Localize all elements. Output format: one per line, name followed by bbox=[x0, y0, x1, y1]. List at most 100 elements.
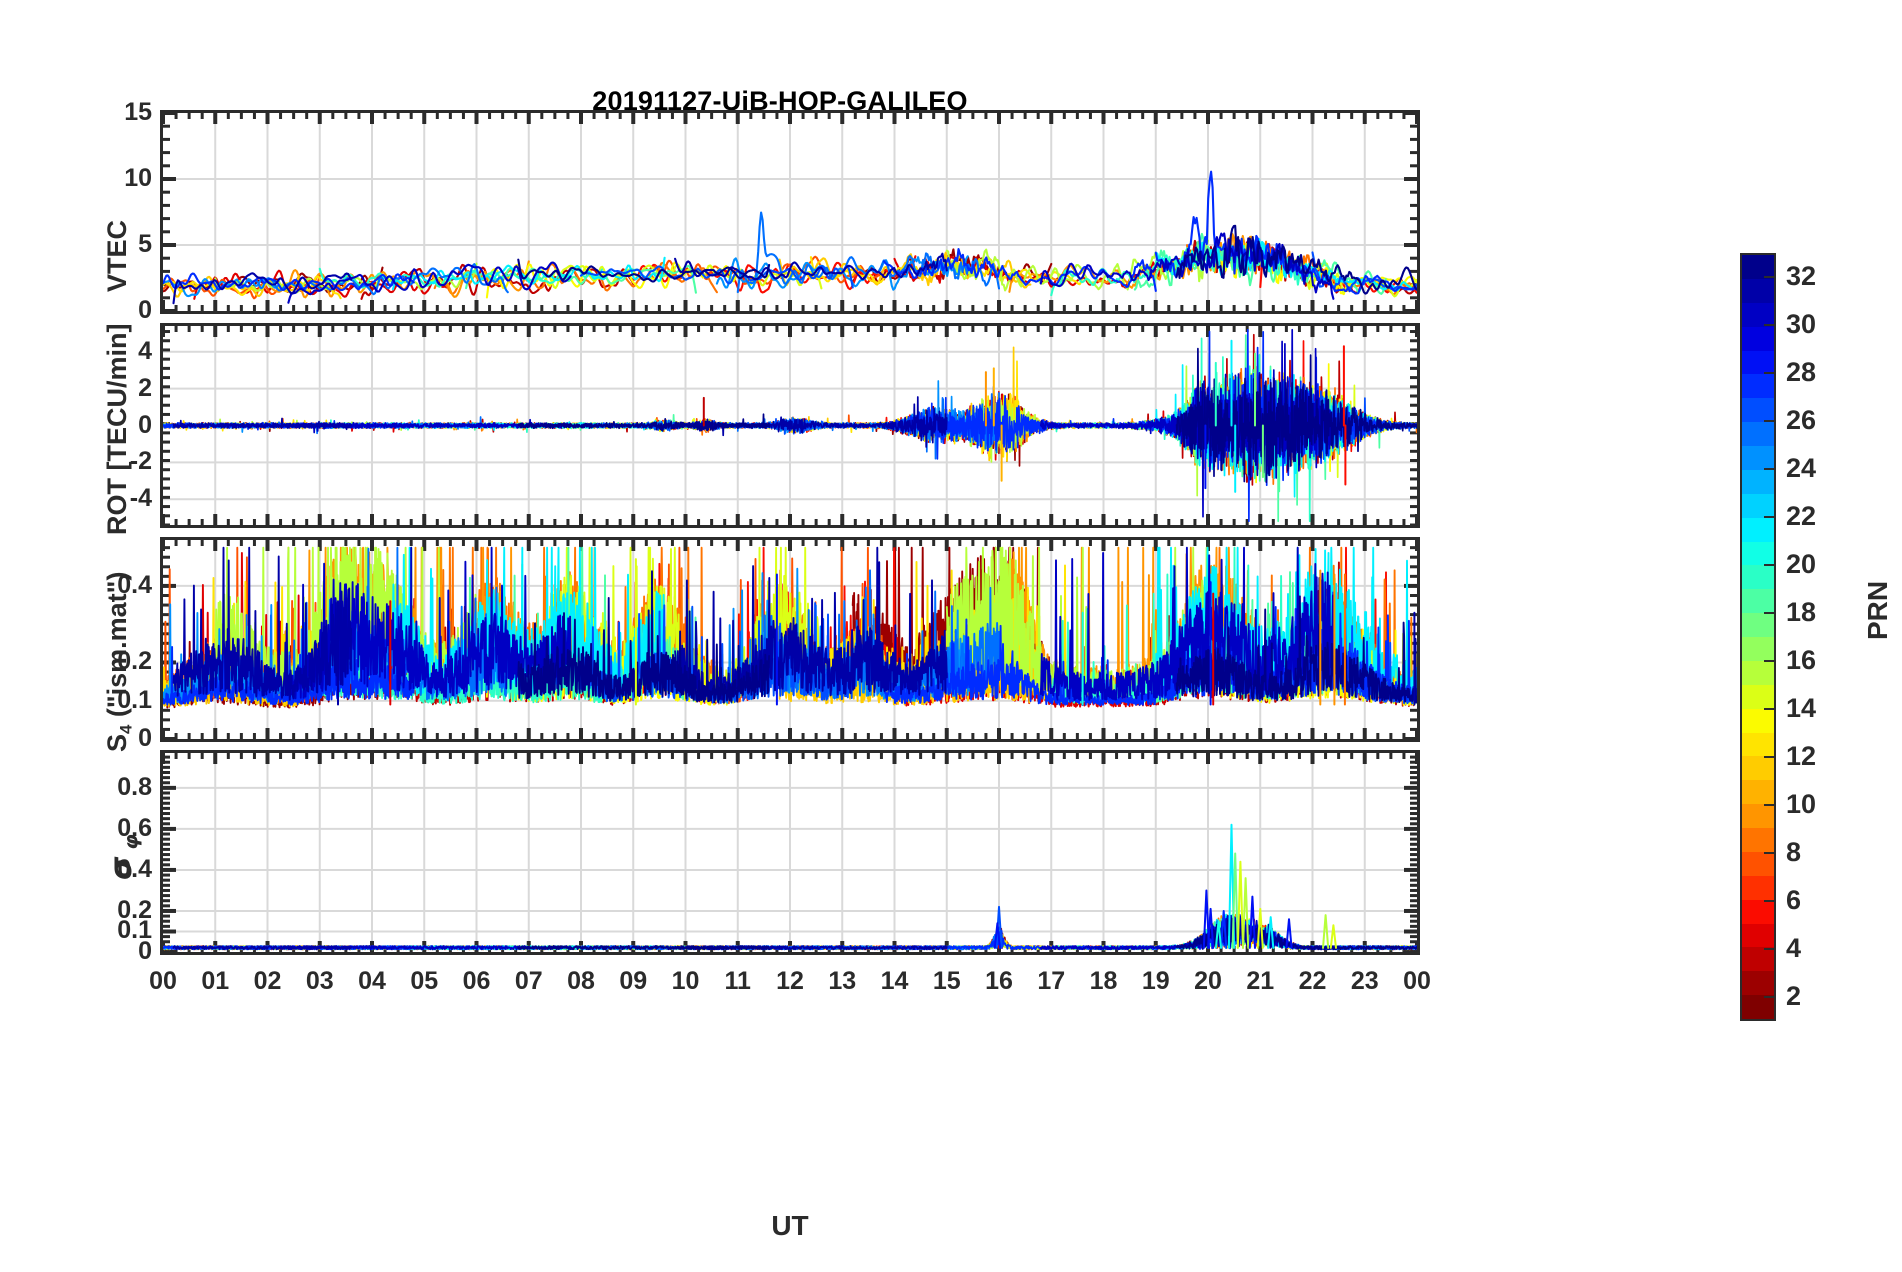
panel-sigma-phi bbox=[160, 750, 1420, 955]
colorbar-segment bbox=[1742, 756, 1774, 781]
y-tick-label: 0 bbox=[138, 410, 152, 439]
y-tick-label: -2 bbox=[129, 447, 152, 476]
colorbar-tick-label: 10 bbox=[1786, 789, 1817, 819]
colorbar-tick-label: 2 bbox=[1786, 981, 1802, 1011]
y-tick-label: 5 bbox=[138, 230, 152, 258]
y-tick-label: 0.4 bbox=[117, 854, 152, 883]
x-tick-label: 00 bbox=[149, 967, 177, 995]
colorbar-segment bbox=[1742, 589, 1774, 614]
x-tick-label: 00 bbox=[1403, 967, 1431, 995]
colorbar-segment bbox=[1742, 780, 1774, 805]
colorbar-tick-label: 30 bbox=[1786, 309, 1817, 339]
x-tick-label: 22 bbox=[1298, 967, 1327, 995]
colorbar-tick bbox=[1764, 612, 1776, 614]
x-tick-label: 12 bbox=[776, 967, 804, 995]
x-tick-label: 19 bbox=[1141, 967, 1170, 995]
colorbar-segment bbox=[1742, 732, 1774, 757]
colorbar-tick bbox=[1764, 804, 1776, 806]
colorbar-segment bbox=[1742, 923, 1774, 948]
colorbar-tick bbox=[1764, 324, 1776, 326]
y-tick-label: 0 bbox=[138, 296, 152, 324]
x-tick-label: 10 bbox=[671, 967, 700, 995]
colorbar-tick bbox=[1764, 372, 1776, 374]
panel-sigma-phi-plot bbox=[163, 753, 1417, 952]
colorbar-tick bbox=[1764, 516, 1776, 518]
colorbar-tick bbox=[1764, 852, 1776, 854]
panel-vtec bbox=[160, 110, 1420, 314]
y-tick-label: -4 bbox=[129, 484, 152, 513]
axis-label-ut: UT bbox=[771, 1210, 809, 1241]
colorbar-segment bbox=[1742, 851, 1774, 876]
colorbar-tick-label: 32 bbox=[1786, 261, 1817, 291]
x-tick-label: 17 bbox=[1037, 967, 1066, 995]
colorbar-segment bbox=[1742, 565, 1774, 590]
colorbar-segment bbox=[1742, 422, 1774, 446]
x-tick-label: 18 bbox=[1089, 967, 1118, 995]
colorbar-tick bbox=[1764, 900, 1776, 902]
colorbar-tick bbox=[1764, 276, 1776, 278]
colorbar-tick-label: 22 bbox=[1786, 501, 1817, 531]
y-tick-label: 0 bbox=[138, 937, 152, 965]
x-tick-label: 11 bbox=[724, 967, 751, 995]
colorbar-tick-label: 16 bbox=[1786, 645, 1817, 675]
colorbar-tick-label: 28 bbox=[1786, 357, 1817, 387]
colorbar-segment bbox=[1742, 708, 1774, 733]
y-tick-label: 0.1 bbox=[117, 916, 152, 945]
x-tick-label: 07 bbox=[514, 967, 543, 995]
colorbar-segment bbox=[1742, 469, 1774, 494]
x-tick-label: 23 bbox=[1350, 967, 1379, 995]
colorbar-segment bbox=[1742, 255, 1774, 279]
colorbar-segment bbox=[1742, 493, 1774, 518]
colorbar-tick-label: 8 bbox=[1786, 837, 1802, 867]
colorbar-segment bbox=[1742, 637, 1774, 661]
x-tick-label: 02 bbox=[253, 967, 282, 995]
panel-rot-plot bbox=[163, 326, 1417, 525]
colorbar-tick bbox=[1764, 708, 1776, 710]
colorbar-tick-label: 12 bbox=[1786, 741, 1817, 771]
colorbar-segment bbox=[1742, 374, 1774, 399]
y-tick-label: 0 bbox=[138, 724, 152, 752]
panel-rot bbox=[160, 323, 1420, 528]
colorbar-segment bbox=[1742, 684, 1774, 709]
colorbar-tick bbox=[1764, 420, 1776, 422]
y-tick-label: 0.4 bbox=[117, 570, 152, 599]
y-tick-label: 0.1 bbox=[117, 685, 152, 714]
colorbar-segment bbox=[1742, 302, 1774, 327]
panel-s4-plot bbox=[163, 540, 1417, 739]
x-tick-label: 14 bbox=[880, 967, 909, 995]
colorbar-segment bbox=[1742, 804, 1774, 828]
y-tick-label: 0.6 bbox=[117, 813, 152, 842]
colorbar-segment bbox=[1742, 660, 1774, 685]
colorbar-segment bbox=[1742, 326, 1774, 351]
colorbar-tick-label: 20 bbox=[1786, 549, 1817, 579]
y-tick-label: 0.2 bbox=[117, 895, 152, 924]
colorbar-segment bbox=[1742, 899, 1774, 924]
x-tick-label: 13 bbox=[828, 967, 857, 995]
colorbar-tick-label: 18 bbox=[1786, 597, 1817, 627]
colorbar-segment bbox=[1742, 875, 1774, 900]
x-tick-label: 09 bbox=[619, 967, 648, 995]
colorbar-tick bbox=[1764, 468, 1776, 470]
x-tick-label: 21 bbox=[1246, 967, 1275, 995]
colorbar-tick bbox=[1764, 660, 1776, 662]
colorbar-segment bbox=[1742, 517, 1774, 542]
x-tick-label: 08 bbox=[567, 967, 595, 995]
colorbar-segment bbox=[1742, 278, 1774, 303]
colorbar-tick bbox=[1764, 996, 1776, 998]
colorbar-tick-label: 14 bbox=[1786, 693, 1817, 723]
y-tick-label: 10 bbox=[124, 164, 152, 192]
colorbar-segment bbox=[1742, 446, 1774, 470]
x-tick-label: 15 bbox=[932, 967, 961, 995]
panel-s4 bbox=[160, 537, 1420, 742]
colorbar-segment bbox=[1742, 398, 1774, 423]
y-tick-label: 4 bbox=[138, 336, 152, 365]
colorbar-segment bbox=[1742, 995, 1774, 1019]
colorbar-tick bbox=[1764, 564, 1776, 566]
x-tick-label: 16 bbox=[985, 967, 1013, 995]
x-tick-label: 06 bbox=[462, 967, 491, 995]
colorbar-segment bbox=[1742, 971, 1774, 996]
colorbar-tick bbox=[1764, 756, 1776, 758]
colorbar-prn bbox=[1740, 253, 1776, 1021]
panel-vtec-plot bbox=[163, 113, 1417, 311]
